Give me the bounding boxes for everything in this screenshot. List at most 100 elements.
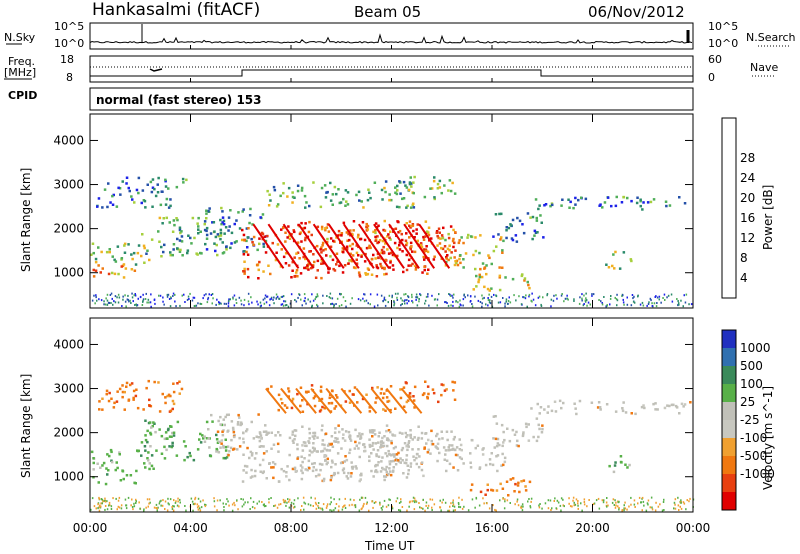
range-cell (522, 505, 524, 508)
range-cell (326, 457, 329, 461)
range-cell (245, 465, 249, 468)
range-cell (502, 430, 505, 434)
range-cell (252, 243, 255, 247)
range-cell (303, 194, 307, 198)
range-cell (102, 461, 106, 465)
range-cell (228, 298, 230, 301)
range-cell (127, 496, 130, 499)
range-cell (491, 463, 495, 467)
range-cell (383, 219, 386, 223)
range-cell (108, 454, 111, 458)
range-cell (236, 421, 240, 424)
range-cell (502, 239, 505, 243)
range-cell (448, 248, 451, 252)
range-cell (452, 466, 455, 469)
range-cell (220, 222, 223, 226)
range-cell (452, 245, 455, 249)
range-cell (405, 222, 408, 225)
range-cell (170, 435, 173, 438)
range-cell (360, 200, 363, 203)
range-cell (270, 385, 273, 388)
range-cell (152, 467, 155, 470)
range-cell (395, 453, 399, 456)
range-cell (96, 299, 98, 302)
range-cell (109, 201, 112, 204)
range-cell (411, 500, 413, 503)
range-cell (335, 303, 337, 305)
range-cell (560, 204, 563, 207)
range-cell (286, 501, 288, 504)
range-cell (263, 302, 266, 305)
range-cell (279, 434, 282, 437)
range-cell (515, 299, 517, 302)
range-cell (125, 381, 129, 385)
range-cell (391, 264, 395, 267)
range-cell (535, 439, 539, 443)
range-cell (294, 434, 297, 438)
range-cell (158, 294, 160, 297)
range-cell (321, 443, 324, 446)
range-cell (375, 264, 378, 267)
range-cell (222, 446, 225, 449)
range-cell (242, 208, 245, 211)
range-cell (216, 233, 220, 236)
range-cell (503, 456, 507, 460)
range-cell (452, 237, 455, 241)
range-cell (265, 450, 268, 453)
range-cell (534, 304, 537, 307)
range-cell (160, 452, 164, 455)
range-cell (208, 293, 210, 296)
range-cell (204, 503, 206, 506)
range-cell (164, 203, 168, 206)
range-cell (528, 286, 531, 290)
range-cell (296, 189, 300, 193)
x-tick-label: 20:00 (575, 521, 610, 535)
range-cell (345, 475, 348, 478)
range-cell (295, 252, 298, 255)
range-cell (180, 230, 183, 233)
range-cell (304, 206, 307, 209)
range-cell (330, 389, 334, 392)
range-cell (340, 234, 343, 237)
range-cell (507, 302, 509, 305)
range-cell (420, 431, 424, 435)
range-cell (377, 240, 381, 244)
range-cell (610, 204, 613, 208)
range-cell (366, 501, 368, 504)
range-cell (485, 264, 488, 267)
range-cell (401, 299, 404, 302)
velocity-colorbar-tick: 500 (740, 359, 763, 373)
range-cell (105, 250, 109, 254)
range-cell (667, 294, 670, 297)
range-cell (409, 429, 412, 432)
range-cell (408, 392, 412, 395)
echo-streak (355, 387, 378, 414)
range-cell (402, 180, 406, 184)
range-cell (387, 439, 390, 442)
range-cell (389, 251, 393, 255)
range-cell (216, 253, 219, 257)
range-cell (384, 190, 387, 194)
range-cell (408, 182, 412, 186)
range-cell (420, 468, 424, 472)
range-cell (168, 298, 171, 300)
range-cell (616, 304, 618, 307)
range-cell (368, 445, 372, 448)
range-cell (409, 247, 412, 251)
range-cell (569, 200, 572, 204)
nave-tick-bottom: 0 (708, 71, 715, 84)
range-cell (331, 302, 333, 305)
range-cell (102, 500, 104, 503)
range-cell (307, 298, 309, 301)
range-cell (151, 424, 154, 428)
range-cell (357, 190, 361, 194)
range-cell (259, 432, 262, 435)
range-cell (352, 229, 355, 232)
range-cell (288, 478, 291, 482)
range-cell (258, 242, 261, 246)
range-cell (373, 501, 376, 504)
range-cell (296, 456, 300, 459)
range-cell (121, 395, 124, 399)
range-cell (319, 248, 322, 251)
range-cell (384, 304, 387, 307)
